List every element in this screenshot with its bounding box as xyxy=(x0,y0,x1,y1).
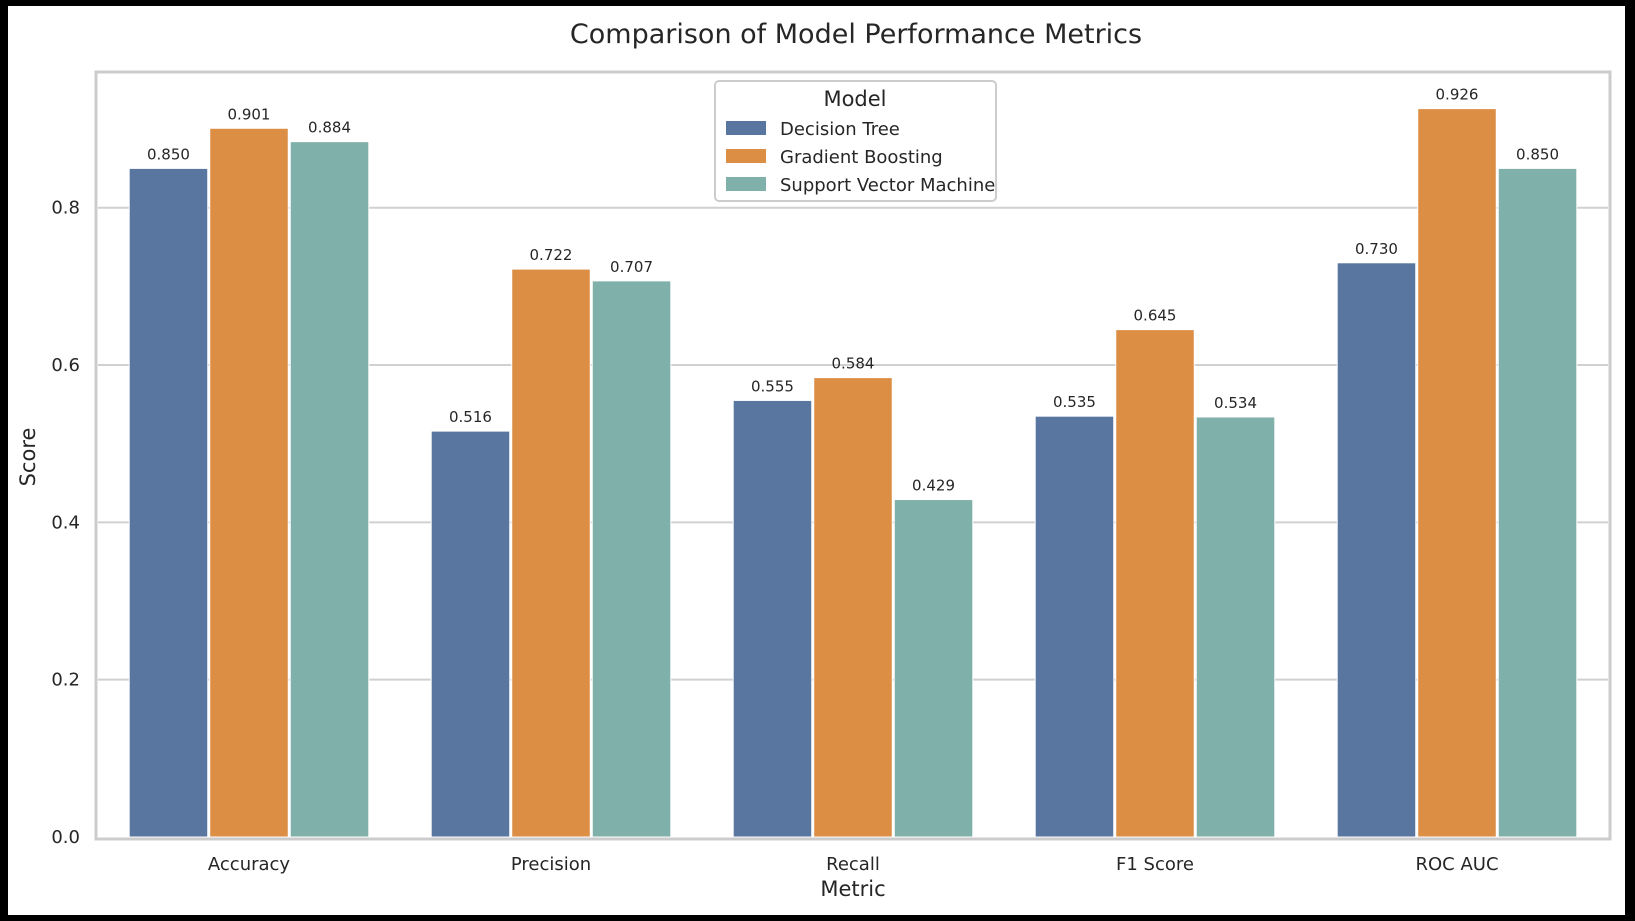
bar-value-label: 0.926 xyxy=(1436,86,1479,104)
bar xyxy=(732,399,813,838)
legend-entry-label: Decision Tree xyxy=(780,119,900,140)
y-tick-label: 0.8 xyxy=(51,198,80,219)
bar xyxy=(591,280,672,838)
bar xyxy=(1417,108,1497,838)
x-tick-label: F1 Score xyxy=(1116,854,1194,875)
bar-value-label: 0.535 xyxy=(1053,393,1096,411)
bar xyxy=(289,141,370,838)
bar xyxy=(1195,416,1276,838)
x-tick-label: Accuracy xyxy=(208,854,291,875)
bar-value-label: 0.584 xyxy=(832,355,875,373)
bar xyxy=(1336,262,1417,838)
legend-box xyxy=(714,80,997,202)
bar-value-label: 0.850 xyxy=(147,145,190,163)
chart-frame: Comparison of Model Performance Metrics … xyxy=(8,6,1625,915)
bar-value-label: 0.884 xyxy=(308,119,351,137)
bars xyxy=(128,108,1578,838)
bar xyxy=(209,127,289,838)
bar xyxy=(1034,415,1115,838)
y-tick-label: 0.4 xyxy=(51,512,80,533)
chart-title: Comparison of Model Performance Metrics xyxy=(570,19,1142,50)
legend-swatch xyxy=(726,177,766,191)
legend-swatch xyxy=(726,149,766,163)
legend-entry-label: Gradient Boosting xyxy=(780,147,943,168)
bar-chart: Comparison of Model Performance Metrics … xyxy=(16,19,1612,901)
bar-value-label: 0.901 xyxy=(228,105,271,123)
bar xyxy=(128,167,209,838)
bar-value-label: 0.722 xyxy=(530,246,573,264)
y-tick-label: 0.0 xyxy=(51,827,80,848)
x-tick-label: ROC AUC xyxy=(1415,854,1498,875)
bar xyxy=(430,430,511,838)
bar xyxy=(893,499,974,838)
bar xyxy=(511,268,591,838)
bar-value-label: 0.645 xyxy=(1134,307,1177,325)
legend-title: Model xyxy=(823,87,886,111)
bar-value-label: 0.516 xyxy=(449,408,492,426)
y-tick-label: 0.2 xyxy=(51,670,80,691)
bar-value-label: 0.707 xyxy=(610,258,653,276)
bar-value-label: 0.429 xyxy=(912,477,955,495)
x-tick-label: Precision xyxy=(511,854,591,875)
y-axis-ticks: 0.0 0.2 0.4 0.6 0.8 xyxy=(51,198,80,848)
legend: Model Decision Tree Gradient Boosting Supp… xyxy=(714,80,997,202)
x-axis-ticks: Accuracy Precision Recall F1 Score ROC AUC xyxy=(208,854,1499,875)
bar xyxy=(1115,329,1195,838)
bar-value-label: 0.534 xyxy=(1214,394,1257,412)
bar-value-label: 0.555 xyxy=(751,377,794,395)
bar-value-label: 0.850 xyxy=(1516,145,1559,163)
legend-swatch xyxy=(726,121,766,135)
value-labels: 0.850 0.901 0.884 0.516 0.722 0.707 0.555 0.584… xyxy=(147,86,1559,495)
bar-value-label: 0.730 xyxy=(1355,240,1398,258)
y-axis-title: Score xyxy=(16,428,40,487)
legend-entry-label: Support Vector Machine xyxy=(780,175,995,196)
x-axis-title: Metric xyxy=(820,877,885,901)
y-tick-label: 0.6 xyxy=(51,355,80,376)
bar xyxy=(1497,167,1578,838)
x-tick-label: Recall xyxy=(826,854,880,875)
bar xyxy=(813,377,893,838)
